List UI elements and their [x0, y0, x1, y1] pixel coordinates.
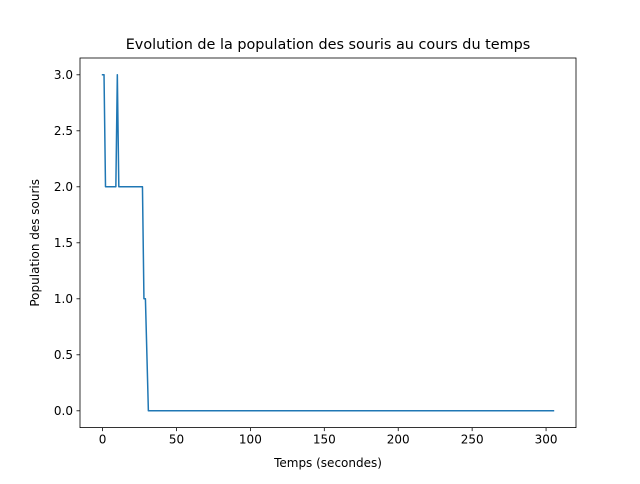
y-tick-label: 1.5	[54, 236, 73, 250]
y-axis-ticks: 0.0 0.5 1.0 1.5 2.0 2.5 3.0	[54, 68, 80, 418]
x-tick-label: 100	[239, 433, 262, 447]
x-tick-label: 50	[169, 433, 184, 447]
y-tick-label: 2.0	[54, 180, 73, 194]
series-line-0	[101, 74, 555, 412]
y-tick-label: 2.5	[54, 124, 73, 138]
x-tick-label: 250	[461, 433, 484, 447]
chart-title: Evolution de la population des souris au…	[126, 37, 531, 53]
x-tick-label: 0	[99, 433, 107, 447]
x-axis-ticks: 0 50 100 150 200 250 300	[99, 427, 558, 447]
x-tick-label: 300	[535, 433, 558, 447]
y-axis-label: Population des souris	[28, 179, 42, 307]
x-tick-label: 150	[313, 433, 336, 447]
y-tick-label: 0.0	[54, 404, 73, 418]
x-axis-label: Temps (secondes)	[273, 456, 382, 470]
y-tick-label: 1.0	[54, 292, 73, 306]
x-tick-label: 200	[387, 433, 410, 447]
y-tick-label: 0.5	[54, 348, 73, 362]
axes-frame	[79, 57, 577, 429]
y-tick-label: 3.0	[54, 68, 73, 82]
series-layer	[101, 74, 555, 412]
